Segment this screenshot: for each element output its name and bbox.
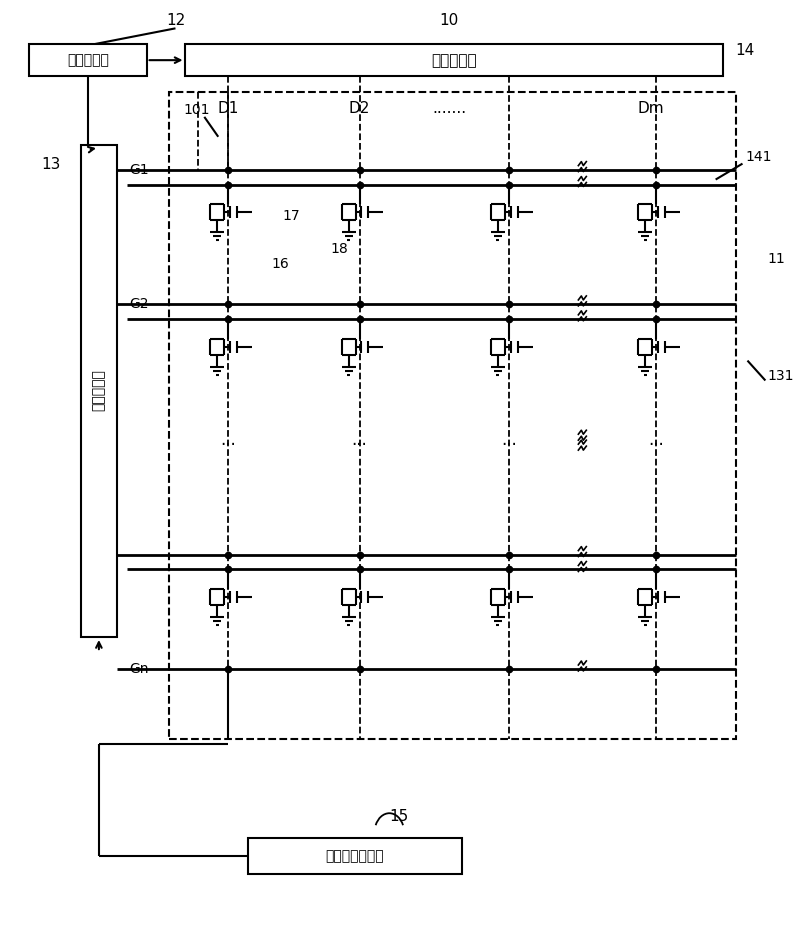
Text: 10: 10 — [439, 13, 458, 27]
Text: 11: 11 — [767, 253, 785, 266]
Text: G2: G2 — [129, 297, 149, 311]
Text: .......: ....... — [432, 101, 466, 116]
Text: 17: 17 — [282, 209, 300, 223]
Text: 12: 12 — [166, 13, 185, 27]
Text: 13: 13 — [42, 157, 61, 172]
Text: 时序控制器: 时序控制器 — [67, 53, 109, 67]
Bar — [81, 145, 117, 638]
Text: D1: D1 — [218, 101, 239, 116]
Text: ...: ... — [501, 431, 517, 449]
Bar — [169, 92, 735, 739]
Text: ...: ... — [352, 431, 367, 449]
Text: 131: 131 — [767, 369, 794, 382]
Text: ...: ... — [648, 431, 664, 449]
Text: Gn: Gn — [129, 662, 149, 676]
Text: G1: G1 — [129, 163, 149, 177]
Text: 公共电压产生器: 公共电压产生器 — [326, 849, 384, 863]
Bar — [186, 44, 722, 76]
Text: 101: 101 — [183, 103, 210, 117]
Text: 扫描驱动器: 扫描驱动器 — [92, 370, 106, 412]
Bar — [30, 44, 146, 76]
Text: 16: 16 — [271, 257, 289, 272]
Text: 14: 14 — [735, 43, 754, 58]
Bar — [248, 838, 462, 874]
Text: 18: 18 — [330, 242, 349, 256]
Text: D2: D2 — [349, 101, 370, 116]
Text: 141: 141 — [746, 149, 772, 164]
Text: 15: 15 — [390, 809, 409, 824]
Text: Dm: Dm — [638, 101, 664, 116]
Text: ...: ... — [220, 431, 236, 449]
Text: 资料驱动器: 资料驱动器 — [431, 53, 477, 68]
